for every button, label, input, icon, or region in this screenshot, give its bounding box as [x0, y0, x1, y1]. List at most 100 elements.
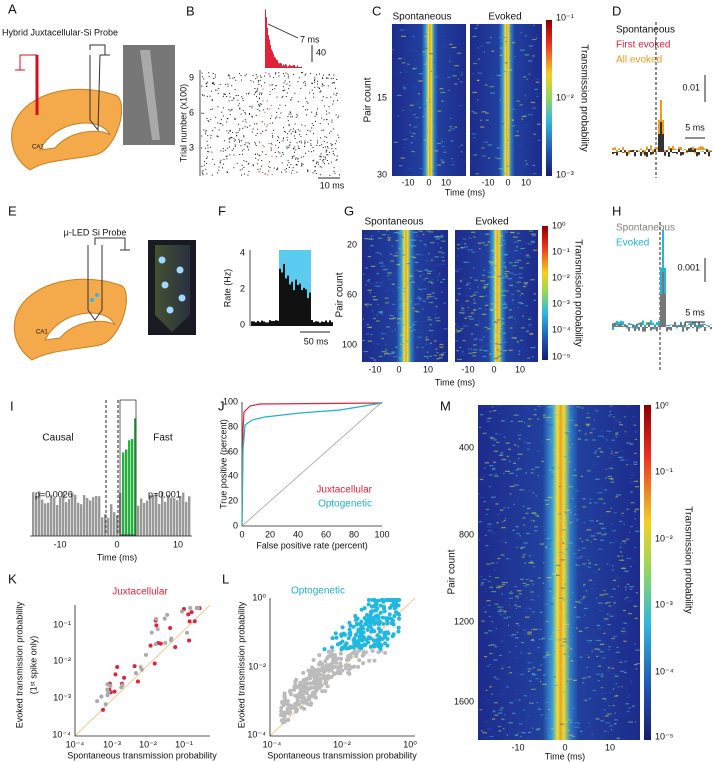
heatmap-speck	[474, 238, 476, 240]
heatmap-speck	[410, 300, 412, 303]
heatmap-speck	[506, 616, 511, 618]
spike	[257, 87, 259, 89]
heatmap-speck	[386, 230, 389, 232]
heatmap-speck	[589, 502, 592, 504]
heatmap-speck	[504, 273, 508, 275]
heatmap-speck	[576, 564, 581, 567]
spike	[272, 122, 274, 124]
y-tick-label: 4	[240, 247, 245, 257]
heatmap-speck	[435, 320, 441, 322]
heatmap-speck	[554, 405, 557, 407]
spike	[334, 87, 336, 89]
scatter-dot	[313, 683, 318, 688]
hist-bar	[319, 322, 321, 326]
spike	[282, 86, 284, 88]
hist-bar	[182, 492, 185, 536]
heatmap-speck	[505, 686, 509, 688]
scatter-dot	[370, 648, 375, 653]
heatmap-speck	[619, 559, 625, 561]
heatmap-speck	[469, 318, 475, 320]
scatter-dot	[390, 598, 395, 602]
heatmap-speck	[487, 580, 492, 583]
heatmap-speck	[518, 277, 523, 279]
heatmap-speck	[404, 321, 409, 324]
heatmap-speck	[364, 284, 368, 286]
heatmap-speck	[471, 111, 475, 113]
heatmap-speck	[513, 286, 517, 288]
heatmap-speck	[605, 722, 611, 724]
hist-bar	[158, 503, 161, 536]
heatmap-speck	[632, 415, 635, 417]
heatmap-speck	[578, 602, 583, 604]
heatmap-speck	[526, 448, 530, 450]
heatmap-speck	[541, 440, 543, 442]
trace-bar	[658, 134, 660, 152]
heatmap-speck	[609, 725, 613, 727]
heatmap-speck	[557, 639, 562, 641]
heatmap-speck	[512, 265, 517, 267]
scatter-dot	[387, 612, 392, 617]
heatmap-speck	[532, 628, 538, 631]
heatmap-speck	[524, 124, 528, 126]
scatter-dot	[386, 598, 391, 602]
heatmap-speck	[527, 668, 532, 670]
colorbar-tick: 10⁻⁴	[655, 666, 674, 676]
heatmap-speck	[606, 601, 611, 604]
spike	[281, 171, 283, 173]
heatmap-speck	[527, 329, 529, 332]
heatmap-speck	[362, 339, 365, 341]
hist-bar	[53, 497, 56, 536]
heatmap-speck	[574, 469, 577, 471]
heatmap-speck	[518, 297, 521, 299]
heatmap-speck	[507, 624, 510, 626]
heatmap-speck	[634, 480, 639, 482]
heatmap-speck	[392, 356, 398, 358]
heatmap-speck	[491, 562, 494, 564]
heatmap-speck	[597, 639, 601, 642]
scatter-dot	[106, 690, 111, 695]
heatmap-speck	[516, 597, 519, 599]
heatmap-speck	[584, 699, 588, 701]
trace-bar	[658, 324, 660, 327]
heatmap-speck	[548, 669, 553, 671]
heatmap-speck	[512, 299, 514, 301]
heatmap-speck	[503, 276, 508, 278]
heatmap-speck	[615, 433, 619, 436]
heatmap-speck	[527, 489, 533, 491]
heatmap-speck	[498, 293, 500, 295]
scatter-dot	[323, 675, 328, 680]
heatmap-speck	[490, 303, 494, 305]
hist-bar	[155, 493, 158, 536]
heatmap-speck	[491, 406, 494, 408]
heatmap-speck	[536, 702, 539, 704]
heatmap-speck	[514, 337, 517, 340]
heatmap-speck	[624, 431, 627, 433]
heatmap-speck	[517, 125, 520, 127]
scatter-dot	[353, 614, 358, 619]
heatmap-speck	[520, 547, 524, 549]
hist-bar	[274, 56, 275, 68]
spike	[285, 168, 287, 170]
heatmap-speck	[611, 478, 613, 481]
hist-bar	[267, 27, 268, 68]
heatmap-speck	[604, 700, 608, 703]
heatmap-speck	[449, 61, 451, 63]
heatmap-speck	[492, 467, 496, 469]
heatmap-speck	[416, 287, 421, 289]
spike	[231, 100, 233, 102]
spike	[203, 95, 205, 97]
heatmap-speck	[488, 486, 491, 488]
heatmap-speck	[483, 287, 486, 289]
heatmap-speck	[399, 29, 405, 31]
heatmap-speck	[395, 310, 400, 312]
trace-bar	[706, 325, 708, 327]
spike	[226, 171, 228, 173]
heatmap-speck	[418, 331, 422, 333]
heatmap-speck	[489, 436, 494, 438]
spike	[266, 126, 268, 128]
scatter-dot	[389, 621, 394, 626]
hist-bar	[297, 65, 298, 68]
spike	[307, 141, 309, 143]
trace-bar	[622, 146, 624, 150]
spike	[326, 97, 328, 99]
